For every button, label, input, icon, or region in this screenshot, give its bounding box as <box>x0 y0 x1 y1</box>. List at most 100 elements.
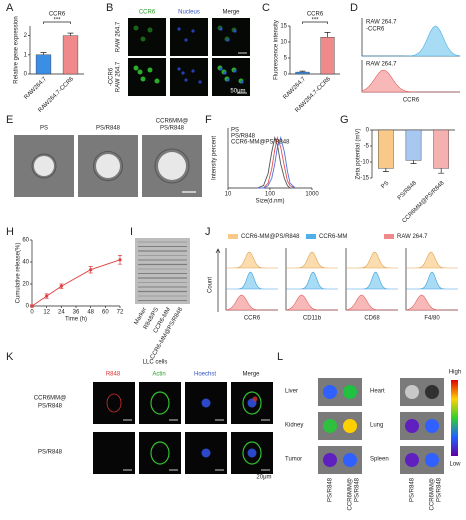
panel-letter: E <box>6 114 13 126</box>
image <box>93 432 135 474</box>
image <box>139 382 181 424</box>
nucleus <box>184 38 188 42</box>
nucleus <box>177 67 181 71</box>
marker-label: CCR6 <box>244 316 261 322</box>
point <box>118 258 122 262</box>
error-bar <box>40 52 47 55</box>
scale-label: 50μm <box>230 89 245 95</box>
row-label: RAW 264.7 <box>116 61 122 92</box>
nucleus <box>247 448 257 458</box>
cell <box>147 67 153 73</box>
point <box>89 268 93 272</box>
image <box>212 58 250 96</box>
x-tick-label: 24 <box>58 310 65 316</box>
legend-label: PS <box>231 128 239 134</box>
histogram-label: -CCR6 <box>366 27 385 33</box>
panel-title: LLC cells <box>143 360 168 366</box>
y-axis-label: Zeta potential (mV) <box>356 128 362 179</box>
nucleus <box>181 71 185 75</box>
histogram <box>226 251 278 269</box>
nucleus <box>233 69 237 73</box>
organ-signal <box>425 419 439 433</box>
organ-signal <box>323 385 337 399</box>
histogram <box>362 25 461 57</box>
organ-signal <box>343 419 357 433</box>
column-header: Nucleus <box>178 10 200 16</box>
bar <box>433 129 449 169</box>
legend-label: CCR6-MM <box>319 234 347 240</box>
nucleus <box>226 78 230 82</box>
x-axis-label: Size(d.nm) <box>255 199 284 205</box>
nucleus <box>184 78 188 82</box>
y-tick-label: -15 <box>360 176 369 182</box>
histogram <box>361 69 460 93</box>
x-tick-label: 60 <box>102 310 109 316</box>
cell <box>137 69 143 75</box>
particle <box>96 154 120 178</box>
cell <box>242 441 262 465</box>
y-tick-label: 5 <box>284 56 288 62</box>
image <box>128 18 166 56</box>
cell <box>133 25 139 31</box>
y-axis-label: Count <box>208 277 214 293</box>
legend-swatch <box>228 234 238 239</box>
bar <box>378 129 394 169</box>
organ-label: Tumor <box>285 457 302 463</box>
error-bar <box>299 70 306 73</box>
row-label: CCR6MM@ <box>34 396 66 402</box>
image <box>170 58 208 96</box>
line-series <box>257 135 296 189</box>
organ-label: Liver <box>285 389 298 395</box>
column-header: R848 <box>106 372 121 378</box>
column-header: Hoechst <box>194 372 216 378</box>
y-axis-label: Relative gene expression <box>14 16 20 83</box>
histogram <box>226 271 278 290</box>
nucleus <box>191 69 195 73</box>
axis-arrow <box>215 248 221 312</box>
x-axis-label: CCR6 <box>403 98 420 104</box>
group-label: CCR6MM@ <box>348 478 354 510</box>
histogram <box>405 294 458 311</box>
image <box>128 58 166 96</box>
organ-label: Heart <box>370 389 385 395</box>
cell <box>133 65 139 71</box>
significance-bracket <box>43 21 71 24</box>
nucleus <box>177 27 181 31</box>
x-tick-label: RAW264.7 <box>282 76 307 101</box>
organ-signal <box>343 385 357 399</box>
group-label: PS/R848 <box>328 477 334 502</box>
panel-letter: A <box>6 2 14 14</box>
x-tick-label: 0 <box>30 310 34 316</box>
significance: *** <box>311 18 319 24</box>
cell <box>154 78 160 84</box>
panel-letter: C <box>262 2 270 14</box>
cell <box>150 441 170 465</box>
histogram <box>345 294 398 311</box>
panel-letter: H <box>6 226 14 238</box>
x-tick-label: 72 <box>117 310 124 316</box>
nucleus <box>233 29 237 33</box>
organ-signal <box>323 453 337 467</box>
y-tick-label: 60 <box>22 238 29 244</box>
histogram <box>286 251 338 269</box>
nucleus <box>226 38 230 42</box>
panel-letter: J <box>205 226 211 238</box>
marker-label: CD68 <box>364 316 380 322</box>
error-bar <box>324 32 331 38</box>
y-tick-label: 0 <box>366 128 370 134</box>
row-label: PS/R848 <box>38 450 63 456</box>
group-label: PS/R848 <box>355 477 361 502</box>
y-tick-label: 2 <box>24 33 28 39</box>
point <box>30 304 34 308</box>
y-tick-label: 10 <box>280 40 287 46</box>
chart-title: CCR6 <box>49 12 66 18</box>
y-axis-label: Intensity percent <box>212 136 218 180</box>
group-label: PS/R848 <box>410 477 416 502</box>
y-tick-label: -5 <box>364 144 370 150</box>
line-series <box>31 259 121 307</box>
image <box>212 18 250 56</box>
cell <box>140 36 146 42</box>
particle <box>158 152 186 180</box>
x-axis-label: Time (h) <box>65 317 87 323</box>
